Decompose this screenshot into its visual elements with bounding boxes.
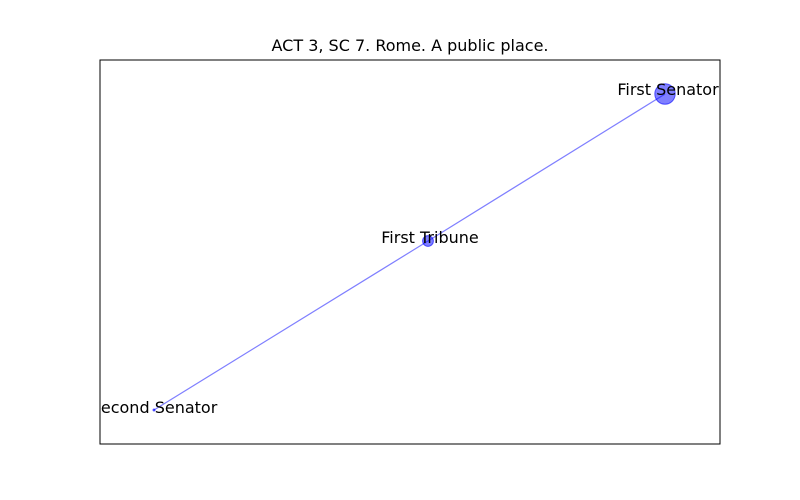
edges-layer — [153, 93, 666, 411]
node-label-first-tribune: First Tribune — [381, 228, 478, 247]
edge-first-tribune-first-senator — [427, 93, 666, 242]
node-first-tribune — [422, 235, 434, 247]
node-label-first-senator: First Senator — [617, 80, 719, 99]
node-first-senator — [654, 83, 676, 105]
node-second-senator — [152, 408, 156, 412]
nodes-layer — [152, 83, 676, 412]
axes-frame — [99, 59, 721, 445]
node-label-second-senator: Second Senator — [91, 398, 218, 417]
edge-second-senator-first-tribune — [153, 240, 429, 411]
labels-layer: First Senator First Tribune Second Senat… — [91, 80, 719, 417]
plot-area: First Senator First Tribune Second Senat… — [91, 80, 719, 417]
figure-title: ACT 3, SC 7. Rome. A public place. — [272, 36, 549, 55]
